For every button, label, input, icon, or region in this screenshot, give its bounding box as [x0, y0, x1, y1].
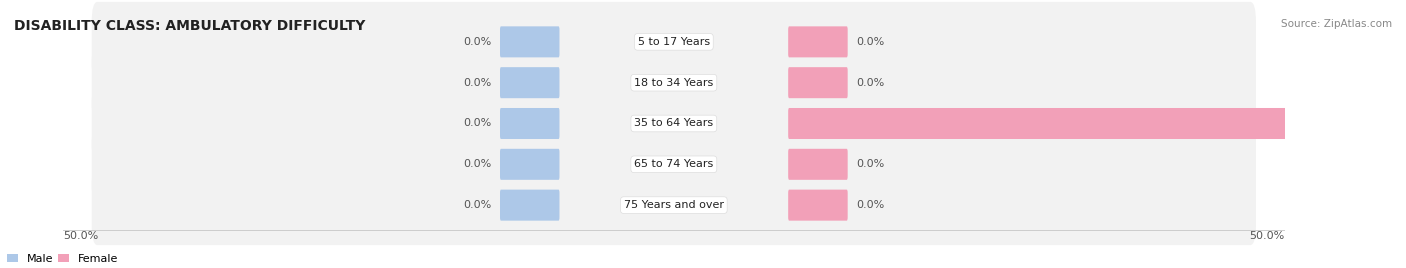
Text: 75 Years and over: 75 Years and over	[624, 200, 724, 210]
Text: 50.0%: 50.0%	[1375, 118, 1406, 128]
FancyBboxPatch shape	[501, 26, 560, 57]
FancyBboxPatch shape	[501, 67, 560, 98]
FancyBboxPatch shape	[91, 165, 1256, 245]
Text: 35 to 64 Years: 35 to 64 Years	[634, 118, 713, 128]
FancyBboxPatch shape	[501, 149, 560, 180]
Text: 50.0%: 50.0%	[1250, 231, 1285, 241]
FancyBboxPatch shape	[789, 149, 848, 180]
Text: 0.0%: 0.0%	[464, 159, 492, 169]
FancyBboxPatch shape	[91, 84, 1256, 163]
FancyBboxPatch shape	[501, 108, 560, 139]
Text: 0.0%: 0.0%	[464, 37, 492, 47]
Text: 50.0%: 50.0%	[63, 231, 98, 241]
FancyBboxPatch shape	[789, 26, 848, 57]
Text: 0.0%: 0.0%	[856, 159, 884, 169]
Text: 5 to 17 Years: 5 to 17 Years	[638, 37, 710, 47]
FancyBboxPatch shape	[789, 108, 1367, 139]
FancyBboxPatch shape	[91, 43, 1256, 123]
Text: DISABILITY CLASS: AMBULATORY DIFFICULTY: DISABILITY CLASS: AMBULATORY DIFFICULTY	[14, 19, 366, 33]
Text: 18 to 34 Years: 18 to 34 Years	[634, 78, 713, 88]
Text: 0.0%: 0.0%	[856, 78, 884, 88]
Legend: Male, Female: Male, Female	[3, 250, 122, 268]
FancyBboxPatch shape	[501, 190, 560, 221]
FancyBboxPatch shape	[91, 2, 1256, 82]
FancyBboxPatch shape	[789, 67, 848, 98]
Text: 0.0%: 0.0%	[856, 200, 884, 210]
Text: 0.0%: 0.0%	[856, 37, 884, 47]
FancyBboxPatch shape	[789, 190, 848, 221]
Text: 65 to 74 Years: 65 to 74 Years	[634, 159, 713, 169]
Text: 0.0%: 0.0%	[464, 78, 492, 88]
Text: 0.0%: 0.0%	[464, 200, 492, 210]
Text: Source: ZipAtlas.com: Source: ZipAtlas.com	[1281, 19, 1392, 29]
FancyBboxPatch shape	[91, 124, 1256, 204]
Text: 0.0%: 0.0%	[464, 118, 492, 128]
